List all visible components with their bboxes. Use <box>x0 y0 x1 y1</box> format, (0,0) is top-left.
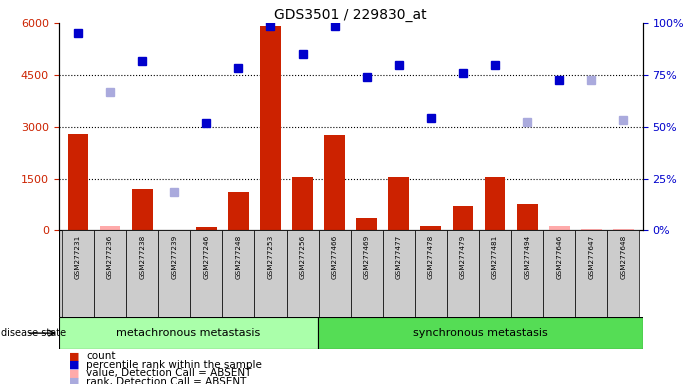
Bar <box>479 230 511 317</box>
Bar <box>453 206 473 230</box>
Bar <box>62 230 94 317</box>
Bar <box>228 192 249 230</box>
Bar <box>319 230 350 317</box>
Bar <box>415 230 447 317</box>
Text: rank, Detection Call = ABSENT: rank, Detection Call = ABSENT <box>86 377 247 384</box>
Text: GSM277256: GSM277256 <box>300 235 305 279</box>
Bar <box>68 134 88 230</box>
Text: GSM277648: GSM277648 <box>621 235 626 279</box>
Bar <box>447 230 479 317</box>
Text: percentile rank within the sample: percentile rank within the sample <box>86 360 263 370</box>
Text: metachronous metastasis: metachronous metastasis <box>116 328 261 338</box>
Text: ■: ■ <box>69 377 79 384</box>
Bar <box>319 317 643 349</box>
Bar <box>357 218 377 230</box>
Bar <box>132 189 153 230</box>
Text: ■: ■ <box>69 360 79 370</box>
Text: GSM277246: GSM277246 <box>203 235 209 279</box>
Bar <box>543 230 575 317</box>
Text: value, Detection Call = ABSENT: value, Detection Call = ABSENT <box>86 368 252 378</box>
Text: GSM277479: GSM277479 <box>460 235 466 279</box>
Bar <box>607 230 639 317</box>
Bar <box>581 228 602 230</box>
Text: GSM277248: GSM277248 <box>236 235 241 279</box>
Bar <box>287 230 319 317</box>
Bar <box>94 230 126 317</box>
Bar <box>549 226 569 230</box>
Bar <box>388 177 409 230</box>
Title: GDS3501 / 229830_at: GDS3501 / 229830_at <box>274 8 427 22</box>
Text: GSM277238: GSM277238 <box>139 235 145 279</box>
Text: GSM277469: GSM277469 <box>363 235 370 279</box>
Text: GSM277494: GSM277494 <box>524 235 530 279</box>
Text: ■: ■ <box>69 351 79 361</box>
Bar <box>420 226 442 230</box>
Bar <box>190 230 223 317</box>
Bar <box>126 230 158 317</box>
Text: GSM277236: GSM277236 <box>107 235 113 279</box>
Bar <box>383 230 415 317</box>
Bar <box>158 230 190 317</box>
Text: GSM277466: GSM277466 <box>332 235 338 279</box>
Bar <box>575 230 607 317</box>
Bar <box>196 227 217 230</box>
Bar <box>223 230 254 317</box>
Bar <box>511 230 543 317</box>
Text: GSM277239: GSM277239 <box>171 235 177 279</box>
Text: count: count <box>86 351 116 361</box>
Bar <box>484 177 506 230</box>
Text: GSM277231: GSM277231 <box>75 235 81 279</box>
Bar <box>613 228 634 230</box>
Text: GSM277253: GSM277253 <box>267 235 274 279</box>
Text: GSM277477: GSM277477 <box>396 235 401 279</box>
Bar <box>324 135 345 230</box>
Text: GSM277481: GSM277481 <box>492 235 498 279</box>
Text: synchronous metastasis: synchronous metastasis <box>413 328 548 338</box>
Text: GSM277478: GSM277478 <box>428 235 434 279</box>
Text: ■: ■ <box>69 368 79 378</box>
Bar <box>59 317 319 349</box>
Bar <box>100 226 120 230</box>
Bar <box>350 230 383 317</box>
Bar <box>517 204 538 230</box>
Text: GSM277646: GSM277646 <box>556 235 562 279</box>
Bar <box>254 230 287 317</box>
Text: GSM277647: GSM277647 <box>588 235 594 279</box>
Bar <box>260 26 281 230</box>
Bar <box>292 177 313 230</box>
Text: disease state: disease state <box>1 328 66 338</box>
